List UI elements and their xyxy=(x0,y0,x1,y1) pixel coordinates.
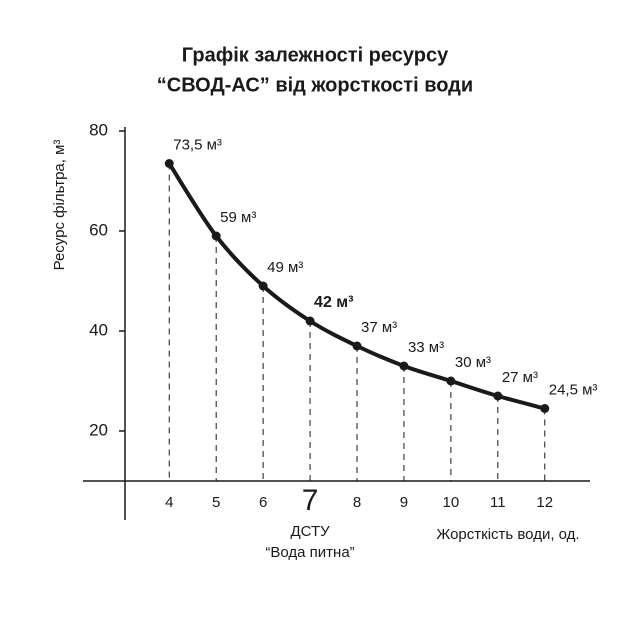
chart-title: Графік залежності ресурсу xyxy=(182,44,449,66)
value-label: 49 м³ xyxy=(267,259,303,276)
point xyxy=(258,281,268,291)
point xyxy=(446,376,456,386)
x-tick-label: 7 xyxy=(302,484,319,517)
x-tick-label: 12 xyxy=(536,494,553,511)
value-label: 33 м³ xyxy=(408,339,444,356)
y-tick-label: 40 xyxy=(89,320,108,339)
point xyxy=(493,391,503,401)
value-label: 59 м³ xyxy=(220,209,256,226)
y-tick-label: 80 xyxy=(89,120,108,139)
point xyxy=(164,159,174,168)
value-label: 42 м³ xyxy=(314,294,353,311)
point xyxy=(211,231,221,241)
annotation: “Вода питна” xyxy=(265,544,354,561)
y-tick-label: 20 xyxy=(89,420,108,439)
annotation: ДСТУ xyxy=(290,523,330,540)
y-tick-label: 60 xyxy=(89,220,108,239)
x-tick-label: 8 xyxy=(353,494,361,511)
point xyxy=(352,341,362,351)
y-axis-label: Ресурс фільтра, м³ xyxy=(51,140,68,271)
x-tick-label: 9 xyxy=(400,494,408,511)
x-tick-label: 11 xyxy=(490,494,506,511)
value-label: 27 м³ xyxy=(502,369,538,386)
point xyxy=(305,316,315,326)
x-axis-label: Жорсткість води, од. xyxy=(436,526,579,543)
point xyxy=(399,361,409,371)
value-label: 73,5 м³ xyxy=(173,136,222,153)
value-label: 37 м³ xyxy=(361,319,397,336)
value-label: 30 м³ xyxy=(455,354,491,371)
value-label: 24,5 м³ xyxy=(549,381,598,398)
chart-title: “СВОД-АС” від жорсткості води xyxy=(157,74,473,96)
x-tick-label: 5 xyxy=(212,494,220,511)
x-tick-label: 6 xyxy=(259,494,267,511)
x-tick-label: 10 xyxy=(443,494,460,511)
x-tick-label: 4 xyxy=(165,494,173,511)
point xyxy=(540,404,550,413)
